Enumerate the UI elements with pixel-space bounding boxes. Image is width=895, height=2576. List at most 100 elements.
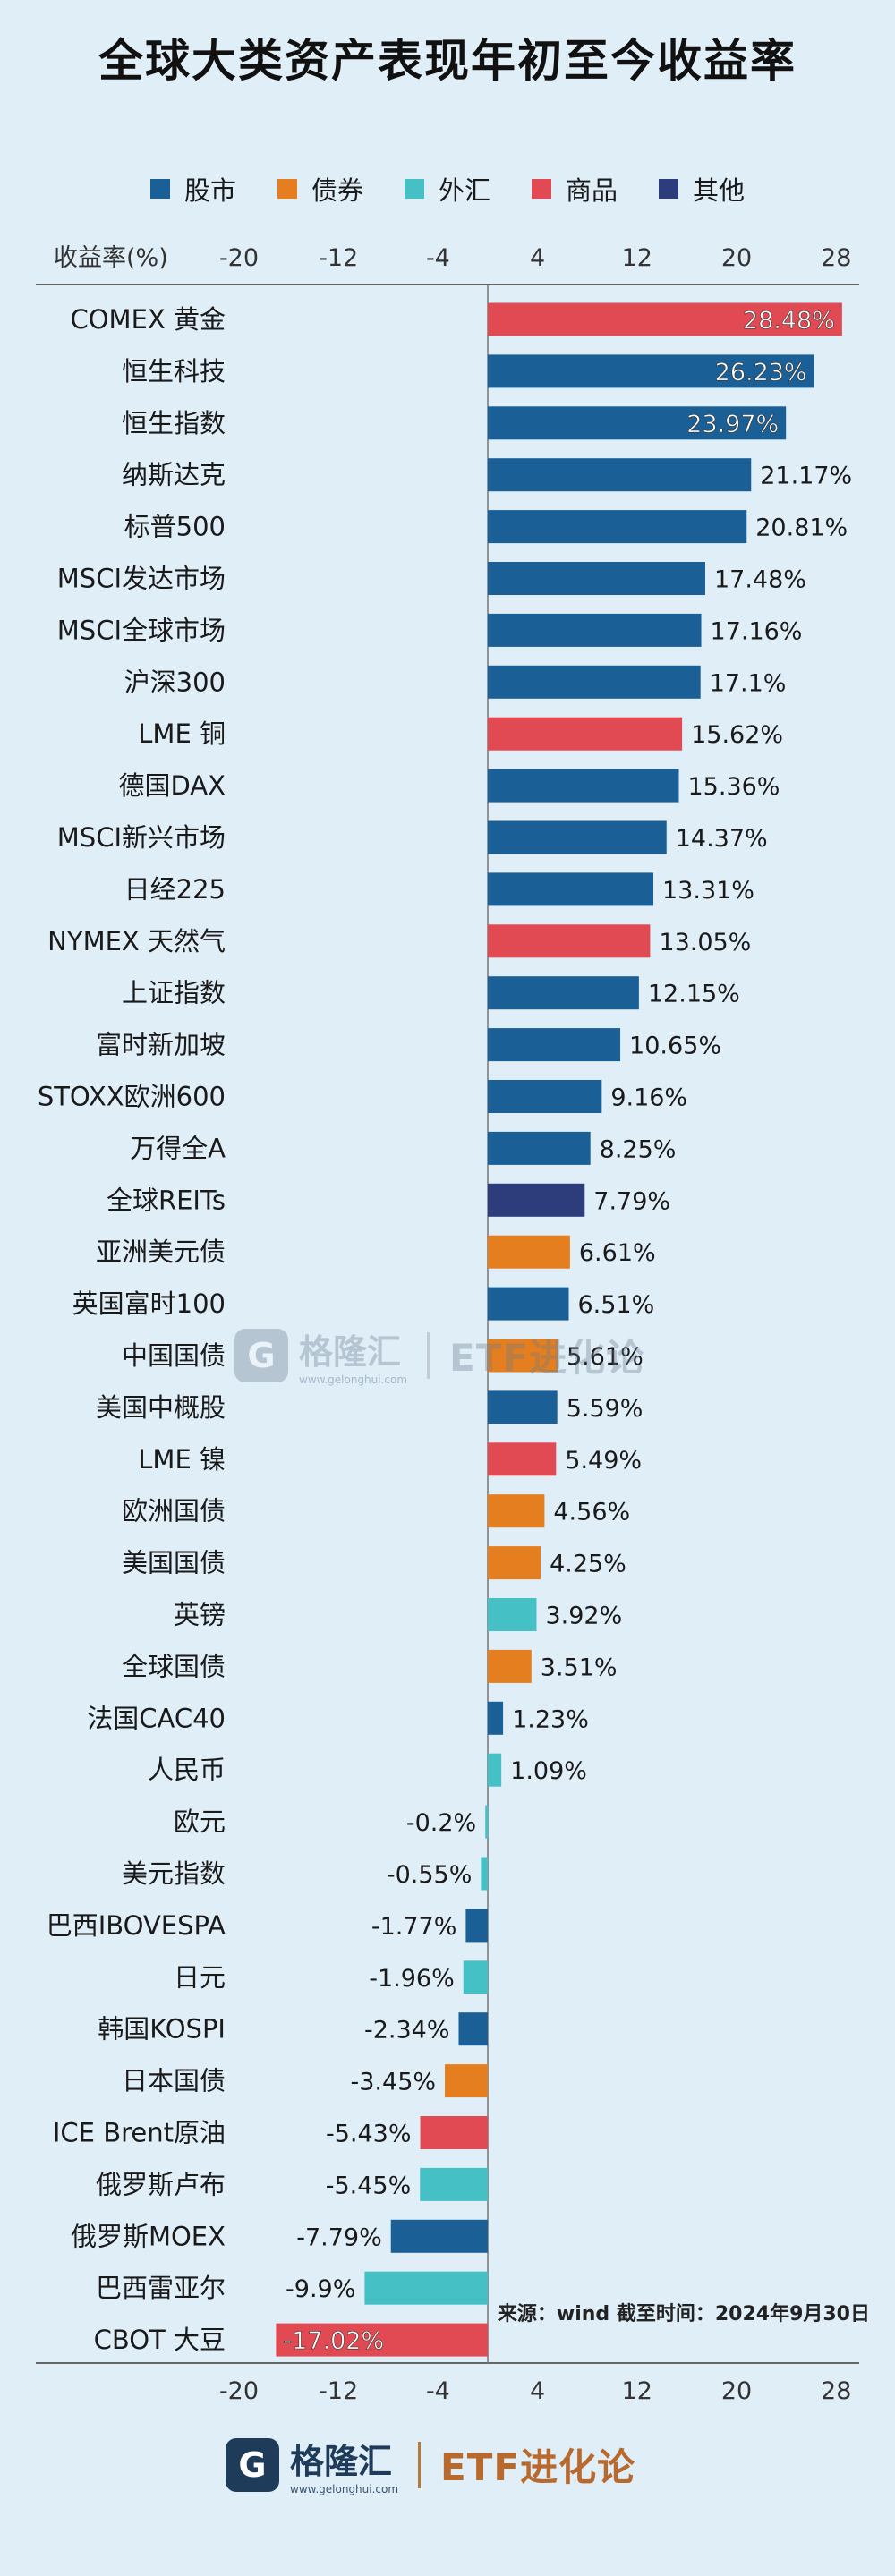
x-tick-label-bottom: 12 — [622, 2377, 652, 2405]
category-label: 全球国债 — [122, 1651, 226, 1681]
footer-logo: G 格隆汇 www.gelonghui.com ETF进化论 — [226, 2434, 635, 2495]
data-label: 1.23% — [512, 1705, 589, 1733]
x-tick-label-top: -4 — [426, 244, 450, 272]
legend-swatch — [659, 179, 679, 199]
x-tick-label-bottom: 20 — [721, 2377, 752, 2405]
bar — [390, 2219, 488, 2253]
data-label: 1.09% — [510, 1757, 587, 1785]
bar — [488, 510, 747, 544]
bar — [488, 1598, 537, 1631]
bar — [488, 1080, 602, 1113]
bar — [488, 1701, 504, 1735]
bar — [488, 976, 639, 1010]
category-label: 中国国债 — [122, 1340, 226, 1371]
category-label: MSCI新兴市场 — [57, 822, 226, 853]
bar — [463, 1960, 488, 1994]
bar — [488, 1390, 558, 1424]
x-tick-label-top: -20 — [219, 244, 259, 272]
category-label: 全球REITs — [107, 1185, 226, 1215]
data-label: -2.34% — [364, 2017, 450, 2045]
legend-label: 股市 — [183, 175, 236, 206]
x-tick-label-bottom: 28 — [821, 2377, 851, 2405]
data-label: 17.1% — [710, 669, 787, 697]
bar — [445, 2064, 488, 2098]
data-label: 23.97% — [686, 411, 779, 438]
legend-swatch — [532, 179, 551, 199]
data-label: 3.51% — [541, 1654, 618, 1681]
bar — [465, 1909, 488, 1943]
category-label: 美元指数 — [122, 1858, 226, 1889]
data-label: 5.59% — [567, 1395, 644, 1423]
x-tick-label-bottom: -12 — [319, 2377, 358, 2405]
bar — [488, 820, 667, 854]
data-label: 12.15% — [648, 981, 740, 1008]
category-label: NYMEX 天然气 — [47, 926, 226, 956]
bar — [420, 2116, 488, 2149]
bar — [488, 769, 679, 803]
legend-item: 股市 — [149, 170, 236, 208]
category-label: LME 镍 — [138, 1444, 226, 1475]
footer-brand-site: www.gelonghui.com — [290, 2483, 399, 2495]
data-label: 28.48% — [743, 307, 835, 335]
legend-label: 商品 — [566, 175, 618, 206]
category-label: 欧洲国债 — [122, 1496, 226, 1526]
category-label: 德国DAX — [118, 770, 226, 801]
data-label: -5.43% — [326, 2121, 412, 2148]
data-label: 13.31% — [662, 877, 754, 905]
gelonghui-logo-icon: G — [234, 1328, 288, 1382]
category-label: STOXX欧洲600 — [38, 1082, 226, 1112]
category-label: 日经225 — [124, 874, 226, 905]
bar — [481, 1857, 488, 1891]
bar — [488, 1546, 541, 1580]
category-label: 法国CAC40 — [87, 1703, 226, 1733]
category-label: 欧元 — [174, 1807, 226, 1837]
bar — [488, 1028, 621, 1062]
footer-brand-name: 格隆汇 — [290, 2442, 393, 2481]
data-label: -5.45% — [326, 2172, 412, 2199]
data-label: 4.56% — [553, 1499, 630, 1526]
data-label: -3.45% — [351, 2069, 437, 2096]
bar — [488, 665, 701, 699]
bar — [488, 1442, 557, 1476]
category-label: MSCI全球市场 — [57, 615, 226, 645]
data-label: 6.51% — [577, 1291, 654, 1319]
data-label: 3.92% — [545, 1603, 622, 1630]
data-label: 15.36% — [688, 773, 780, 801]
bar — [485, 1805, 489, 1839]
legend-label: 外汇 — [438, 175, 490, 206]
category-label: 巴西雷亚尔 — [96, 2273, 226, 2303]
category-label: 标普500 — [124, 512, 226, 542]
category-label: 亚洲美元债 — [96, 1237, 226, 1267]
category-label: 恒生科技 — [122, 356, 226, 387]
bar — [364, 2271, 488, 2305]
gelonghui-logo-icon: G — [226, 2437, 279, 2492]
legend-item: 债券 — [277, 170, 363, 208]
x-tick-label-top: 12 — [622, 244, 652, 272]
bar — [488, 562, 705, 595]
x-tick-label-top: 20 — [721, 244, 752, 272]
category-label: CBOT 大豆 — [94, 2325, 226, 2355]
category-label: 英镑 — [174, 1600, 226, 1630]
data-label: -9.9% — [286, 2275, 355, 2303]
bar — [276, 2323, 488, 2357]
footer-etf-brand: ETF进化论 — [440, 2445, 636, 2489]
watermark-brand-name: 格隆汇 — [299, 1332, 402, 1372]
category-label: 美国国债 — [122, 1548, 226, 1578]
bar — [488, 1753, 502, 1787]
data-label: 6.61% — [579, 1239, 656, 1267]
category-label: 上证指数 — [122, 978, 226, 1008]
x-tick-label-bottom: 4 — [530, 2377, 545, 2405]
legend-swatch — [404, 179, 424, 199]
bar — [488, 354, 814, 388]
source-note: 来源：wind 截至时间：2024年9月30日 — [497, 2303, 870, 2325]
data-label: 14.37% — [676, 825, 768, 853]
bar — [488, 1339, 558, 1373]
bar — [488, 1183, 585, 1217]
legend-item: 商品 — [532, 170, 618, 208]
data-label: 9.16% — [610, 1084, 687, 1112]
data-label: 21.17% — [760, 463, 852, 490]
category-label: MSCI发达市场 — [57, 564, 226, 594]
data-label: 26.23% — [715, 359, 807, 387]
data-label: 5.61% — [567, 1343, 644, 1371]
